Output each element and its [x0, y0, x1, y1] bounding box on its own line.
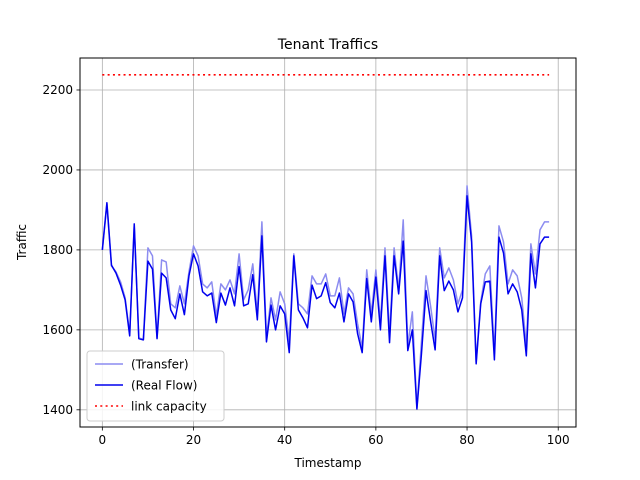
y-axis-label: Traffic: [15, 224, 29, 261]
x-tick-label: 80: [459, 433, 474, 447]
axis-ticks: 0 20 40 60 80 100 1400 1600 1800 2000 2200: [42, 83, 569, 447]
y-tick-label: 1400: [42, 403, 73, 417]
chart-title: Tenant Traffics: [277, 37, 378, 53]
y-tick-label: 1600: [42, 323, 73, 337]
legend-label-1: (Real Flow): [131, 379, 197, 393]
series-line-1: [101, 195, 550, 410]
x-tick-label: 100: [547, 433, 570, 447]
legend-label-0: (Transfer): [131, 358, 189, 372]
x-axis-label: Timestamp: [294, 456, 362, 470]
y-tick-label: 1800: [42, 243, 73, 257]
legend-box: [86, 350, 225, 422]
plot-frame: [79, 57, 577, 428]
y-tick-label: 2200: [42, 83, 73, 97]
legend: (Transfer) (Real Flow) link capacity: [86, 350, 225, 422]
legend-label-2: link capacity: [131, 400, 207, 414]
y-tick-label: 2000: [42, 163, 73, 177]
x-tick-label: 0: [99, 433, 107, 447]
x-tick-label: 20: [186, 433, 201, 447]
x-tick-label: 60: [368, 433, 383, 447]
series-lines: [101, 73, 550, 410]
grid-lines: [80, 58, 576, 427]
x-tick-label: 40: [277, 433, 292, 447]
